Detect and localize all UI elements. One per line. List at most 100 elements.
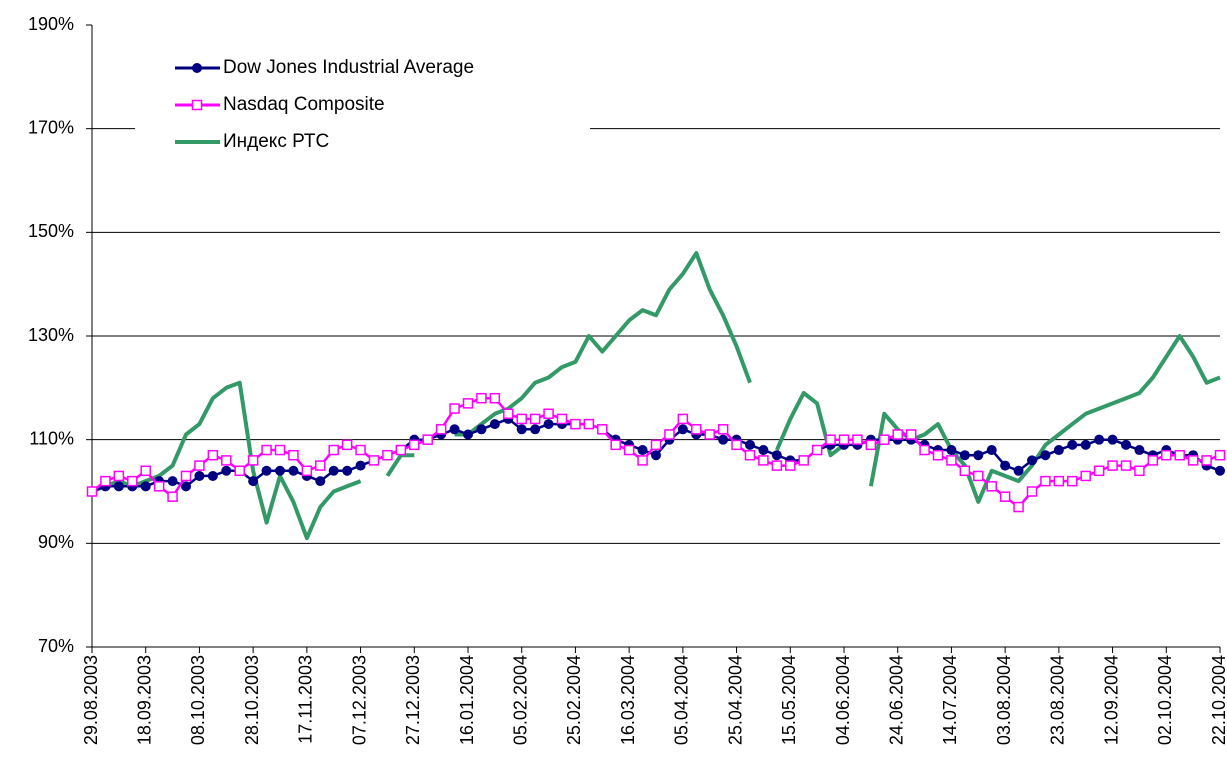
point <box>86 486 98 497</box>
point <box>1026 486 1038 497</box>
point <box>1201 455 1212 466</box>
point <box>1134 465 1145 477</box>
point <box>825 434 836 445</box>
point <box>1107 434 1118 445</box>
point <box>798 455 809 466</box>
y-tick-label: 150% <box>28 221 74 241</box>
point <box>932 449 944 461</box>
y-tick-label: 170% <box>28 117 74 137</box>
point <box>449 424 460 435</box>
x-tick-label: 17.11.2003 <box>296 655 316 744</box>
point <box>543 419 554 430</box>
point <box>771 450 782 461</box>
x-tick-label: 05.02.2004 <box>510 655 530 745</box>
point <box>449 403 460 414</box>
point <box>1027 455 1037 466</box>
point <box>288 449 299 461</box>
point <box>248 476 259 487</box>
point <box>785 460 796 471</box>
point <box>274 444 286 456</box>
y-tick-label: 190% <box>28 14 74 34</box>
point <box>288 465 299 476</box>
x-tick-label: 28.10.2003 <box>242 655 262 745</box>
point <box>315 460 326 471</box>
point <box>181 481 191 492</box>
point <box>1013 501 1024 513</box>
point <box>691 424 702 435</box>
point <box>597 424 608 435</box>
point <box>194 460 205 471</box>
x-tick-label: 29.08.2003 <box>81 655 101 745</box>
point <box>637 455 648 466</box>
point <box>651 450 661 461</box>
point <box>368 455 380 466</box>
point <box>476 424 487 435</box>
point <box>140 465 151 477</box>
point <box>261 465 272 476</box>
point <box>100 475 111 487</box>
y-tick-label: 130% <box>28 325 74 345</box>
point <box>986 481 997 492</box>
x-tick-label: 27.12.2003 <box>403 655 423 745</box>
point <box>261 444 272 456</box>
point <box>221 455 232 466</box>
point <box>771 460 783 471</box>
x-tick-label: 12.09.2004 <box>1101 655 1121 745</box>
point <box>623 444 635 456</box>
point <box>341 439 353 451</box>
point <box>463 429 473 440</box>
point <box>140 481 151 492</box>
point <box>127 475 138 487</box>
point <box>489 419 500 430</box>
point <box>1120 460 1132 471</box>
point <box>879 434 890 445</box>
x-tick-label: 05.04.2004 <box>672 655 692 745</box>
x-tick-label: 04.06.2004 <box>833 655 853 745</box>
point <box>328 444 339 456</box>
x-tick-label: 02.10.2004 <box>1155 655 1175 745</box>
point <box>1080 470 1091 482</box>
point <box>852 434 863 445</box>
point <box>247 455 259 466</box>
x-tick-label: 08.10.2003 <box>188 655 208 745</box>
point <box>637 445 648 456</box>
point <box>959 465 971 477</box>
point <box>489 392 501 404</box>
point <box>516 413 527 425</box>
point <box>1134 445 1145 456</box>
point <box>905 429 917 440</box>
x-tick-label: 03.08.2004 <box>994 655 1014 745</box>
legend-label: Dow Jones Industrial Average <box>223 57 474 78</box>
x-tick-label: 18.09.2003 <box>134 655 154 745</box>
point <box>153 481 165 492</box>
point <box>677 413 689 425</box>
point <box>1215 465 1225 476</box>
point <box>556 413 568 425</box>
point <box>167 476 178 487</box>
legend-label: Индекс РТС <box>223 131 329 152</box>
point <box>1067 475 1078 487</box>
x-tick-label: 15.05.2004 <box>779 655 799 745</box>
point <box>382 449 393 461</box>
point <box>1121 439 1131 450</box>
point <box>409 439 420 451</box>
x-tick-label: 22.10.2004 <box>1209 655 1227 745</box>
point <box>570 418 581 430</box>
legend-marker <box>191 99 203 111</box>
x-tick-label: 25.04.2004 <box>725 655 745 745</box>
point <box>744 449 756 461</box>
point <box>919 444 930 456</box>
point <box>301 465 313 477</box>
point <box>275 465 285 476</box>
point <box>1053 475 1065 487</box>
x-tick-label: 14.07.2004 <box>940 655 960 745</box>
point <box>543 408 554 419</box>
point <box>476 392 487 404</box>
point <box>1214 449 1226 461</box>
x-tick-label: 23.08.2004 <box>1048 655 1068 745</box>
point <box>1080 439 1091 450</box>
point <box>865 439 877 451</box>
point <box>355 460 366 471</box>
legend-marker <box>192 63 202 73</box>
